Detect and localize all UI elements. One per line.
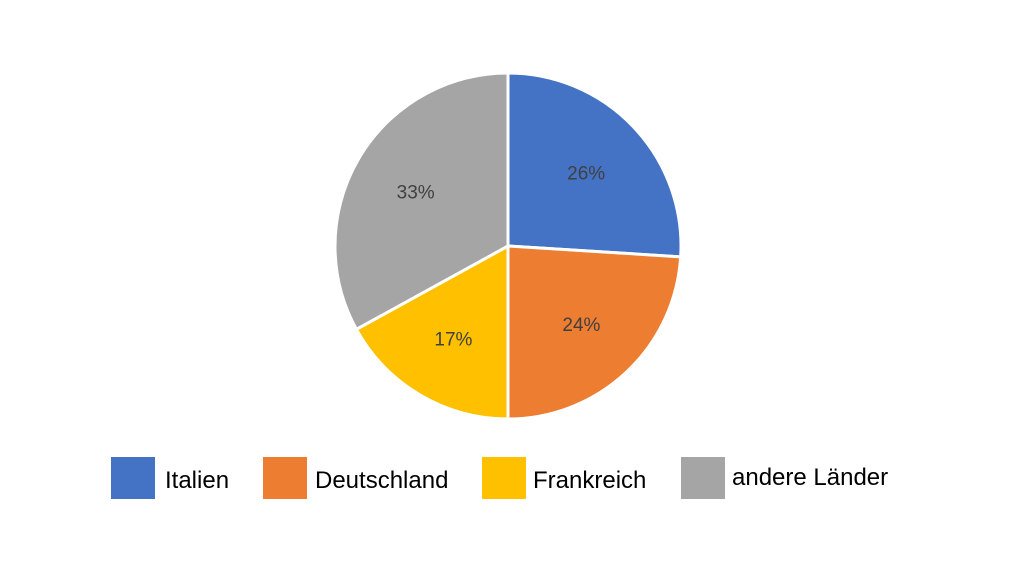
data-label-frankreich: 17% — [434, 329, 472, 350]
data-label-deutschland: 24% — [562, 315, 600, 336]
pie-data-labels: 26% 24% 17% 33% — [397, 164, 606, 351]
legend-label-italien: Italien — [165, 467, 229, 494]
pie-slice-frankreich — [354, 244, 510, 421]
pie-slice-italien — [506, 71, 683, 259]
data-label-italien: 26% — [567, 164, 605, 185]
legend-swatch-andere-laender — [681, 457, 725, 499]
legend-label-frankreich: Frankreich — [533, 467, 646, 494]
legend-swatch-frankreich — [482, 457, 526, 499]
legend-swatch-italien — [111, 457, 155, 499]
pie-slice-andere-laender — [333, 71, 510, 331]
pie-slices — [333, 71, 683, 421]
legend-label-deutschland: Deutschland — [315, 467, 448, 494]
legend-label-andere-laender: andere Länder — [732, 464, 888, 491]
data-label-andere-laender: 33% — [397, 182, 435, 203]
pie-slice-deutschland — [506, 244, 683, 421]
legend-swatch-deutschland — [263, 457, 307, 499]
legend: Italien Deutschland Frankreich andere Lände… — [111, 457, 888, 499]
